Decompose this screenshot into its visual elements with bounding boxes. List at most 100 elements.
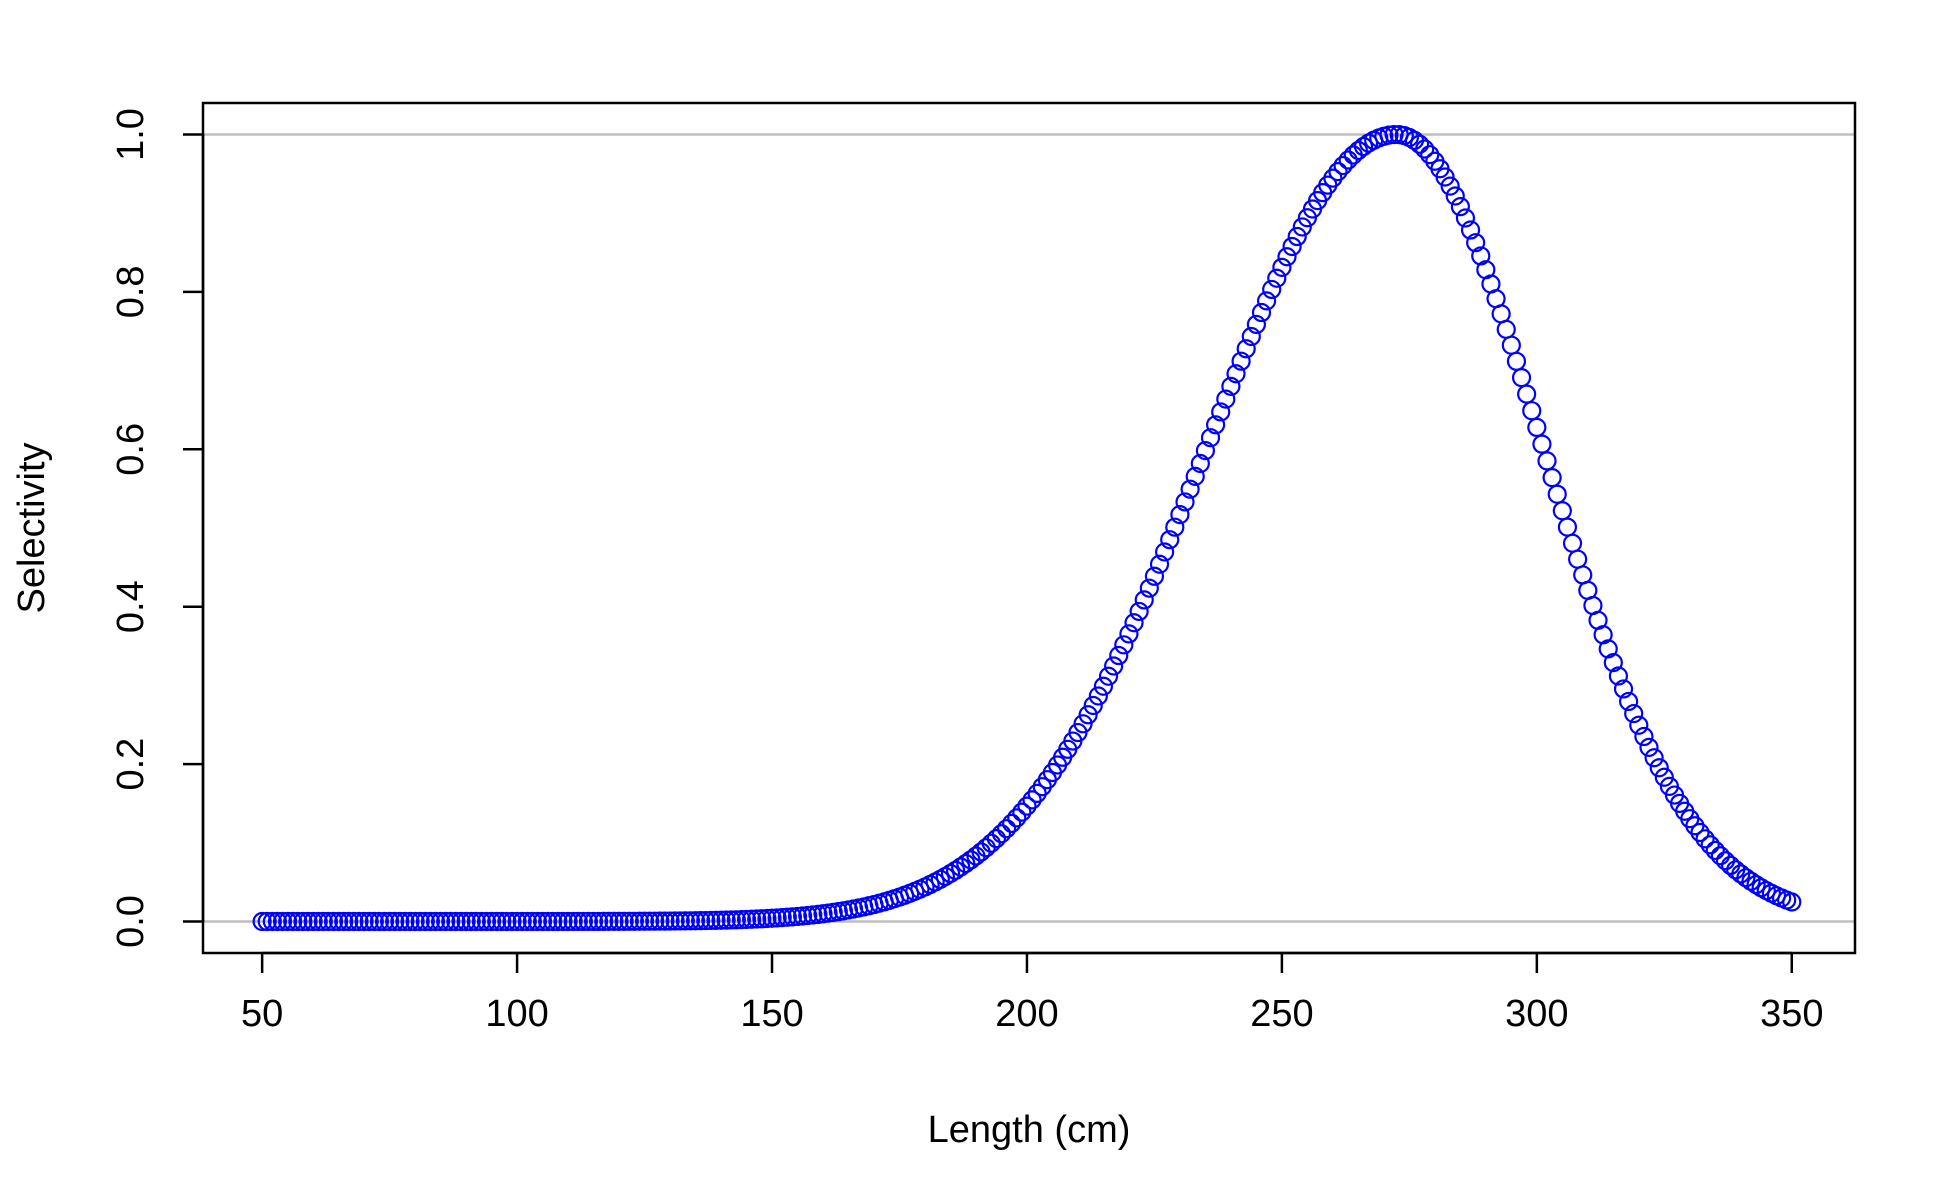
data-point — [1435, 167, 1455, 187]
data-point — [701, 910, 721, 931]
data-point — [1552, 501, 1572, 521]
data-point — [721, 910, 741, 930]
y-tick-label: 0.8 — [110, 265, 152, 318]
data-point — [986, 829, 1006, 849]
data-point — [1160, 530, 1180, 550]
data-point — [323, 911, 344, 932]
data-point — [1445, 186, 1465, 206]
data-point — [1705, 840, 1725, 861]
data-point — [334, 911, 354, 932]
data-point — [1420, 145, 1440, 165]
data-point — [1598, 639, 1618, 659]
y-tick-label: 0.0 — [110, 895, 152, 948]
y-tick-label: 0.2 — [110, 738, 152, 791]
data-point — [385, 911, 405, 932]
data-point — [349, 911, 369, 932]
data-point — [1221, 376, 1241, 396]
data-point — [1185, 466, 1205, 486]
data-point — [945, 860, 966, 880]
data-point — [1282, 236, 1302, 257]
x-tick-label: 300 — [1505, 993, 1568, 1035]
data-point — [711, 910, 731, 930]
data-point — [405, 911, 425, 932]
data-point — [507, 911, 527, 932]
data-point — [1501, 335, 1521, 355]
data-point — [1149, 554, 1170, 574]
data-point — [1267, 268, 1287, 288]
data-point — [436, 911, 456, 932]
data-point — [538, 911, 558, 932]
data-point — [517, 911, 537, 932]
data-point — [369, 911, 390, 932]
data-point — [512, 911, 532, 932]
data-point — [563, 911, 583, 932]
data-point — [390, 911, 410, 932]
data-point — [1450, 197, 1470, 217]
data-point — [543, 911, 563, 932]
y-tick-label: 0.4 — [110, 580, 152, 633]
data-point — [1119, 624, 1139, 644]
data-point — [742, 909, 762, 929]
data-point — [267, 911, 288, 932]
data-point — [1568, 549, 1588, 569]
data-point — [527, 911, 548, 932]
data-point — [1134, 590, 1154, 610]
data-point — [1511, 368, 1532, 388]
plot-frame — [201, 101, 1857, 955]
data-point — [298, 911, 318, 932]
data-point — [481, 911, 502, 932]
data-point — [492, 911, 512, 932]
data-point — [1251, 302, 1272, 323]
data-point — [650, 911, 670, 931]
data-point — [660, 911, 680, 931]
data-point — [476, 911, 497, 932]
data-point — [1537, 451, 1557, 471]
data-point — [1231, 351, 1251, 371]
data-point — [1098, 666, 1119, 686]
data-point — [502, 911, 522, 932]
data-point — [752, 909, 772, 929]
data-point — [1175, 492, 1195, 512]
data-point — [1007, 808, 1027, 828]
data-point — [1415, 139, 1435, 159]
data-point — [1277, 247, 1297, 267]
data-point — [257, 911, 277, 932]
data-point — [1002, 813, 1022, 833]
data-point — [762, 908, 782, 928]
data-point — [272, 911, 293, 932]
data-point — [425, 911, 446, 932]
data-point — [461, 911, 481, 932]
data-point — [747, 909, 767, 929]
data-point — [1517, 384, 1537, 404]
data-point — [415, 911, 435, 932]
data-point — [583, 911, 604, 932]
data-point — [283, 911, 303, 932]
data-point — [1165, 517, 1185, 537]
data-point — [1144, 566, 1165, 586]
data-point — [680, 911, 701, 931]
data-point — [1170, 505, 1190, 525]
data-point — [1690, 822, 1710, 843]
data-point — [1741, 871, 1761, 891]
data-point — [1649, 758, 1669, 778]
data-point — [772, 907, 792, 928]
data-point — [522, 911, 542, 932]
data-point — [1496, 319, 1516, 339]
data-point — [400, 911, 420, 932]
data-point — [1287, 226, 1307, 247]
data-point — [624, 911, 644, 931]
data-point — [645, 911, 665, 931]
data-point — [675, 911, 695, 931]
data-point — [1471, 246, 1491, 266]
data-point — [1542, 468, 1562, 488]
data-point — [1440, 176, 1460, 196]
x-tick-label: 150 — [740, 993, 803, 1035]
data-point — [1562, 533, 1583, 553]
data-point — [716, 910, 736, 930]
data-point — [1114, 635, 1134, 655]
data-point — [655, 911, 675, 931]
data-point — [471, 911, 491, 932]
data-point — [288, 911, 308, 932]
data-point — [1338, 150, 1358, 170]
